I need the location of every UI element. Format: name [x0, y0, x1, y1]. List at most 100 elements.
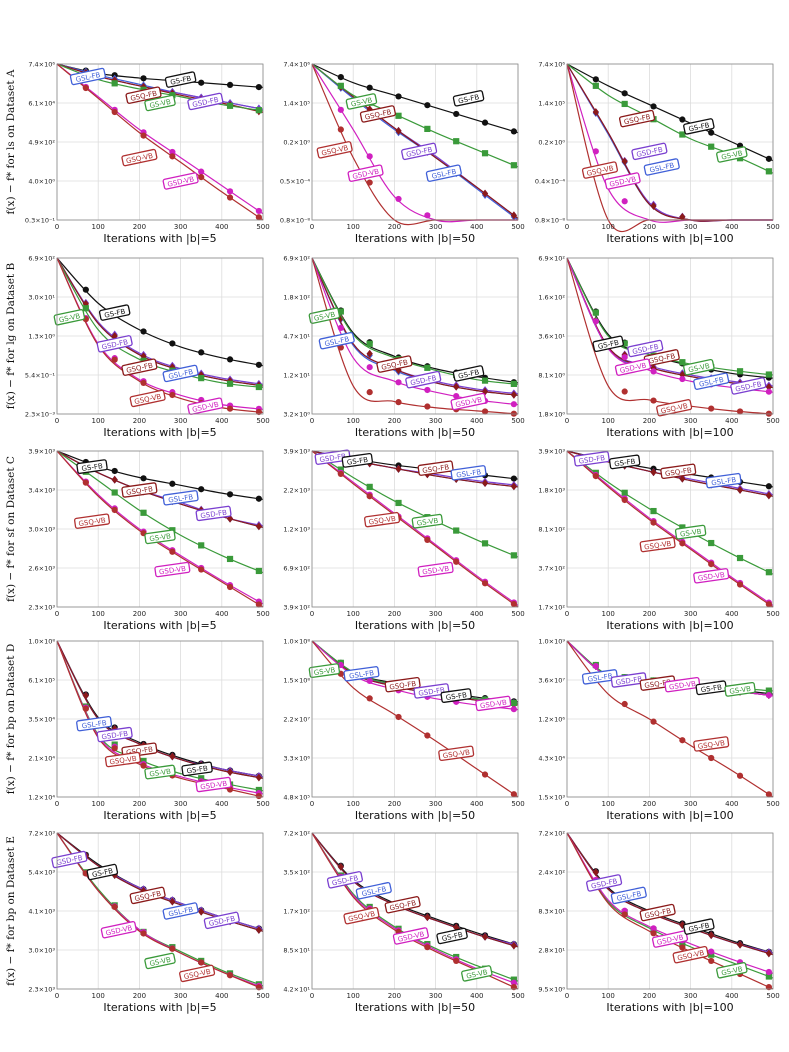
- label-box: [100, 920, 137, 939]
- label-box: [195, 776, 232, 793]
- marker: [82, 84, 89, 92]
- method-label: GS-VB: [683, 358, 715, 376]
- marker: [337, 862, 344, 871]
- marker: [395, 93, 402, 100]
- marker: [453, 138, 460, 145]
- label-text: GSD-FB: [101, 730, 129, 742]
- label-text: GS-FB: [81, 462, 103, 473]
- marker: [255, 207, 262, 215]
- marker: [255, 601, 262, 608]
- series-line-gs-fb: [566, 63, 774, 162]
- marker: [510, 976, 517, 983]
- marker: [708, 931, 715, 940]
- marker: [708, 405, 715, 412]
- method-label: GS-VB: [461, 965, 493, 982]
- method-label: GSL-FB: [425, 164, 462, 182]
- y-tick-label: 6.1×10⁴: [28, 100, 55, 108]
- label-box: [683, 918, 715, 935]
- marker: [169, 148, 176, 156]
- marker: [708, 948, 715, 955]
- marker: [366, 483, 373, 490]
- x-tick-label: 200: [133, 417, 146, 425]
- series-line-gsq-vb: [56, 63, 264, 221]
- label-text: GSD-VB: [480, 699, 508, 711]
- marker: [395, 127, 402, 135]
- marker: [736, 581, 744, 588]
- marker: [736, 554, 744, 562]
- label-box: [51, 850, 88, 869]
- y-tick-label: 2.8×10¹: [538, 947, 565, 955]
- x-tick-label: 500: [256, 417, 269, 425]
- x-axis-label: Iterations with |b|=5: [103, 809, 216, 822]
- marker: [140, 379, 147, 387]
- label-box: [413, 683, 450, 699]
- marker: [592, 108, 599, 116]
- marker: [395, 195, 402, 203]
- y-tick-label: 0.4×10⁻⁴: [535, 178, 565, 186]
- axes-frame: [56, 832, 264, 990]
- marker: [111, 745, 118, 752]
- marker: [366, 153, 373, 160]
- marker: [453, 558, 460, 565]
- label-box: [384, 676, 421, 693]
- x-tick-label: 300: [429, 610, 442, 618]
- method-label: GSL-FB: [450, 465, 487, 481]
- y-tick-label: 2.3×10³: [28, 604, 55, 612]
- method-label: GSD-VB: [664, 676, 701, 693]
- marker: [198, 907, 205, 916]
- label-text: GS-VB: [729, 685, 752, 696]
- x-tick-label: 500: [511, 417, 524, 425]
- axes-frame: [56, 63, 264, 221]
- marker: [650, 925, 657, 932]
- marker: [765, 968, 772, 976]
- marker: [226, 356, 234, 363]
- row-label: f(x) − f* for bp on Dataset E: [5, 836, 17, 986]
- y-tick-label: 3.9×10³: [538, 448, 565, 456]
- marker: [82, 691, 89, 700]
- label-box: [125, 86, 162, 104]
- method-label: GSL-FB: [162, 902, 199, 920]
- marker: [255, 522, 262, 531]
- marker: [140, 328, 147, 335]
- x-tick-label: 400: [470, 417, 483, 425]
- label-box: [716, 962, 748, 979]
- marker: [453, 382, 460, 391]
- x-tick-label: 200: [643, 992, 656, 1000]
- x-tick-label: 0: [55, 800, 59, 808]
- marker: [650, 468, 657, 477]
- x-tick-label: 100: [92, 610, 105, 618]
- series-line-gs-vb: [311, 450, 519, 558]
- x-tick-label: 200: [388, 992, 401, 1000]
- x-tick-label: 100: [92, 223, 105, 231]
- y-tick-label: 3.9×10³: [28, 448, 55, 456]
- method-label: GSQ-VB: [364, 511, 401, 528]
- x-tick-label: 500: [766, 610, 779, 618]
- x-tick-label: 200: [388, 800, 401, 808]
- label-box: [355, 881, 392, 900]
- method-label: GS-VB: [345, 93, 378, 110]
- label-box: [705, 472, 742, 489]
- marker: [424, 125, 431, 132]
- marker: [395, 379, 402, 386]
- x-tick-label: 0: [310, 223, 314, 231]
- label-text: GSD-VB: [697, 571, 725, 583]
- label-box: [664, 676, 701, 693]
- y-tick-label: 1.7×10²: [283, 908, 310, 916]
- x-axis-label: Iterations with |b|=100: [606, 809, 733, 822]
- marker: [424, 102, 431, 109]
- y-tick-label: 8.1×10²: [538, 526, 565, 534]
- marker: [226, 491, 234, 498]
- label-box: [417, 561, 454, 578]
- x-tick-label: 100: [602, 223, 615, 231]
- y-tick-label: 6.9×10²: [283, 565, 310, 573]
- x-tick-label: 300: [429, 417, 442, 425]
- label-box: [316, 141, 353, 159]
- y-tick-label: 8.1×10⁰: [538, 372, 565, 380]
- label-box: [187, 92, 224, 111]
- marker: [255, 214, 262, 221]
- label-box: [345, 93, 378, 110]
- x-tick-label: 200: [643, 610, 656, 618]
- label-box: [627, 339, 664, 358]
- marker: [337, 74, 344, 81]
